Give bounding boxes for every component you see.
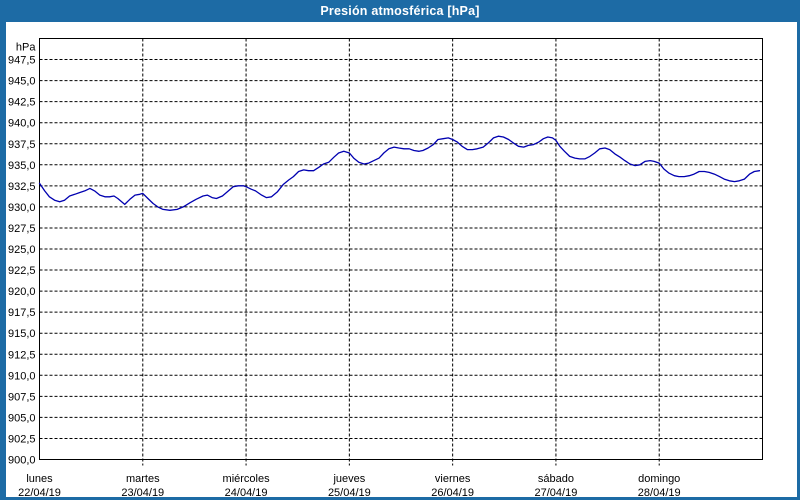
x-day-date-label: 22/04/19 [18,487,61,499]
x-day-name-label: domingo [638,473,680,485]
y-tick-label: 905,0 [8,412,36,424]
x-day-name-label: viernes [435,473,471,485]
x-day-date-label: 26/04/19 [431,487,474,499]
y-tick-label: 922,5 [8,265,36,277]
pressure-line-chart: 947,5 945,0 942,5 940,0 937,5 935,0 932,5 930,0… [8,38,763,499]
y-tick-label: 942,5 [8,97,36,109]
y-tick-label: 902,5 [8,433,36,445]
x-day-date-label: 23/04/19 [121,487,164,499]
window-title-bar: Presión atmosférica [hPa] [0,0,800,22]
x-day-date-label: 25/04/19 [328,487,371,499]
chart-content: 947,5 945,0 942,5 940,0 937,5 935,0 932,5 930,0… [6,22,797,499]
window-title: Presión atmosférica [hPa] [320,4,480,18]
x-day-name-label: miércoles [223,473,271,485]
y-tick-label: 930,0 [8,202,36,214]
y-tick-label: 927,5 [8,223,36,235]
y-tick-label: 945,0 [8,76,36,88]
y-tick-label: 947,5 [8,55,36,67]
pressure-series-line [38,135,761,211]
y-tick-label: 920,0 [8,286,36,298]
x-day-date-label: 27/04/19 [535,487,578,499]
x-day-name-label: jueves [332,473,365,485]
y-tick-label: 935,0 [8,160,36,172]
x-day-date-label: 28/04/19 [638,487,681,499]
x-day-name-label: martes [126,473,160,485]
y-tick-label: 940,0 [8,118,36,130]
y-tick-label: 917,5 [8,307,36,319]
y-tick-label: 907,5 [8,391,36,403]
y-tick-label: 932,5 [8,181,36,193]
y-tick-label: 900,0 [8,455,36,467]
y-tick-label: 915,0 [8,328,36,340]
y-tick-label: 925,0 [8,244,36,256]
y-tick-label: 910,0 [8,370,36,382]
x-day-name-label: lunes [26,473,53,485]
plot-border [39,38,763,460]
y-tick-label: 937,5 [8,139,36,151]
y-tick-label: 912,5 [8,349,36,361]
y-axis-unit-label: hPa [16,42,36,54]
x-day-date-label: 24/04/19 [225,487,268,499]
x-day-name-label: sábado [538,473,574,485]
